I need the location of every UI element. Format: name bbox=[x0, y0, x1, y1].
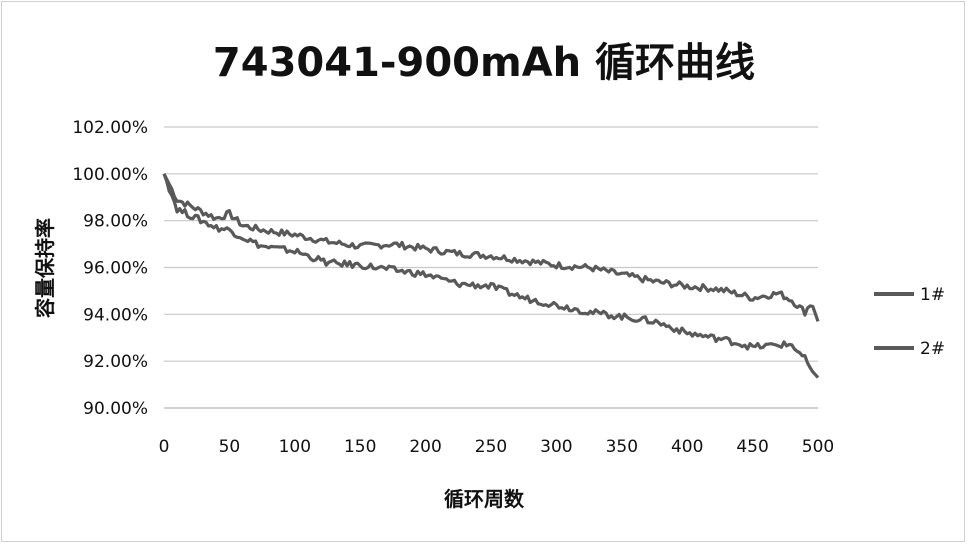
series-line-1 bbox=[162, 173, 820, 322]
x-tick-label: 400 bbox=[671, 437, 703, 457]
x-axis-label: 循环周数 bbox=[444, 487, 525, 511]
grid-lines bbox=[164, 126, 818, 409]
chart-title: 743041-900mAh 循环曲线 bbox=[213, 40, 755, 86]
series-lines bbox=[162, 173, 820, 379]
y-tick-label: 100.00% bbox=[72, 165, 148, 185]
x-tick-label: 150 bbox=[344, 437, 376, 457]
y-tick-label: 102.00% bbox=[72, 118, 148, 138]
y-tick-label: 96.00% bbox=[83, 259, 148, 279]
x-tick-label: 350 bbox=[606, 437, 638, 457]
y-axis-ticks: 90.00% 92.00% 94.00% 96.00% 98.00% 100.00% 102… bbox=[72, 118, 148, 419]
y-tick-label: 90.00% bbox=[83, 399, 148, 419]
series-line-2 bbox=[162, 173, 820, 379]
x-tick-label: 300 bbox=[540, 437, 572, 457]
x-tick-label: 0 bbox=[159, 437, 170, 457]
legend: 1# 2# bbox=[874, 285, 945, 359]
y-tick-label: 94.00% bbox=[83, 305, 148, 325]
y-tick-label: 92.00% bbox=[83, 352, 148, 372]
y-tick-label: 98.00% bbox=[83, 212, 148, 232]
x-tick-label: 100 bbox=[279, 437, 311, 457]
x-tick-label: 500 bbox=[802, 437, 834, 457]
x-tick-label: 200 bbox=[409, 437, 441, 457]
x-tick-label: 450 bbox=[736, 437, 768, 457]
legend-label-2: 2# bbox=[920, 339, 945, 359]
legend-label-1: 1# bbox=[920, 285, 945, 305]
x-tick-label: 50 bbox=[219, 437, 241, 457]
y-axis-label: 容量保持率 bbox=[33, 218, 57, 318]
x-axis-ticks: 0 50 100 150 200 250 300 350 400 450 500 bbox=[159, 437, 835, 457]
x-tick-label: 250 bbox=[475, 437, 507, 457]
